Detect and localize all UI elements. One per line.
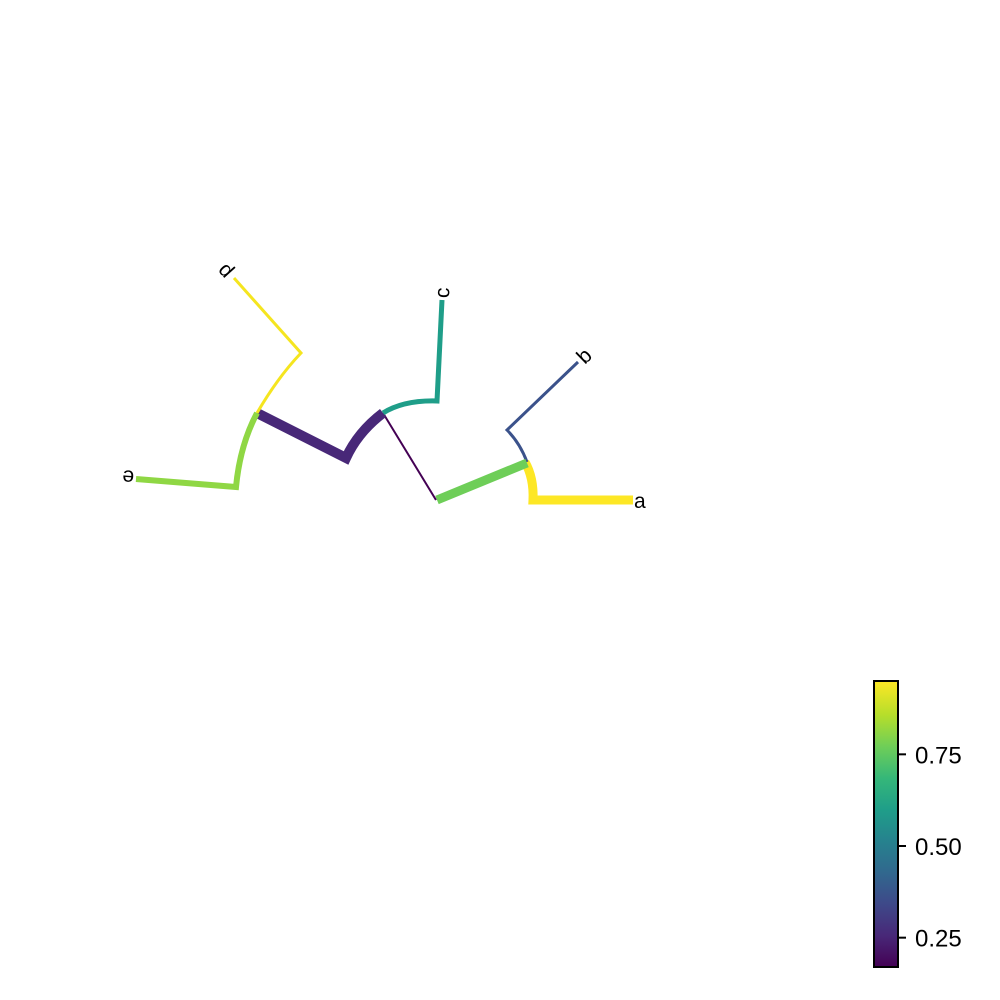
branch-a [521,459,633,505]
colorbar: 0.25 0.50 0.75 [873,680,962,968]
branch-e [135,411,260,491]
branch-b [504,360,580,463]
tip-label-a: a [634,490,646,513]
colorbar-gradient [873,680,899,968]
branch-d [232,277,304,414]
tip-label-c: c [431,287,454,298]
branch-ab-link [382,412,437,501]
branch-c [381,299,445,416]
colorbar-ticks: 0.25 0.50 0.75 [898,742,962,953]
tip-labels: a b c d e [122,258,646,513]
tip-label-e: e [122,465,135,489]
branch-abc [254,408,387,465]
branch-ab [435,458,529,505]
colorbar-tick-label-2: 0.75 [915,742,962,769]
colorbar-tick-label-1: 0.50 [915,834,962,861]
colorbar-tick-label-0: 0.25 [915,926,962,953]
tree-branches [135,277,633,505]
